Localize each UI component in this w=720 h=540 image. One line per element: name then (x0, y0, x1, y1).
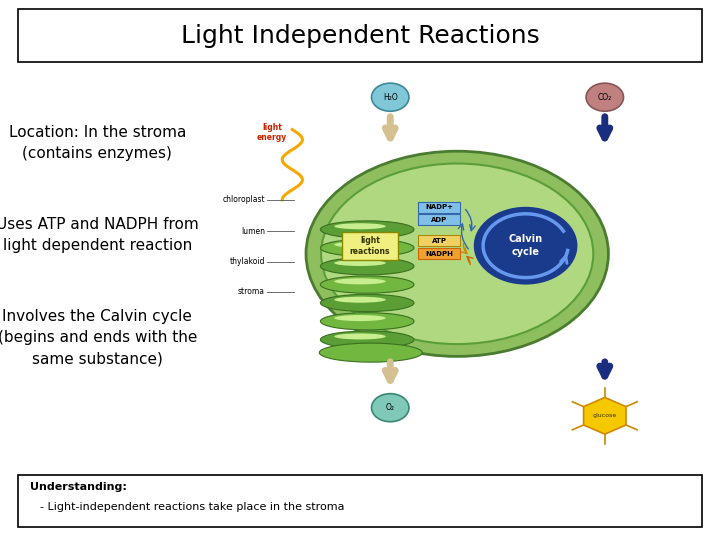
Ellipse shape (321, 164, 593, 344)
Ellipse shape (334, 296, 386, 303)
Text: Involves the Calvin cycle
(begins and ends with the
same substance): Involves the Calvin cycle (begins and en… (0, 309, 197, 366)
Ellipse shape (334, 315, 386, 321)
Ellipse shape (334, 260, 386, 266)
Text: Location: In the stroma
(contains enzymes): Location: In the stroma (contains enzyme… (9, 125, 186, 161)
Text: Understanding:: Understanding: (30, 482, 127, 492)
Text: lumen: lumen (241, 227, 265, 235)
FancyBboxPatch shape (342, 232, 398, 260)
FancyBboxPatch shape (18, 9, 702, 62)
Text: Calvin
cycle: Calvin cycle (508, 234, 543, 257)
Text: stroma: stroma (238, 287, 265, 296)
Text: CO₂: CO₂ (598, 93, 612, 102)
Ellipse shape (320, 294, 414, 312)
Text: NADPH: NADPH (426, 251, 453, 257)
Text: chloroplast: chloroplast (222, 195, 265, 204)
Text: - Light-independent reactions take place in the stroma: - Light-independent reactions take place… (40, 502, 344, 511)
FancyBboxPatch shape (18, 475, 702, 526)
FancyBboxPatch shape (418, 202, 460, 213)
Text: Light Independent Reactions: Light Independent Reactions (181, 24, 539, 48)
FancyBboxPatch shape (418, 248, 460, 259)
Ellipse shape (320, 331, 414, 348)
Ellipse shape (306, 151, 608, 356)
Ellipse shape (319, 343, 422, 362)
Text: ADP: ADP (431, 217, 447, 223)
Circle shape (372, 83, 409, 111)
Ellipse shape (320, 313, 414, 330)
Text: ATP: ATP (432, 238, 446, 244)
Text: Uses ATP and NADPH from
light dependent reaction: Uses ATP and NADPH from light dependent … (0, 217, 199, 253)
FancyBboxPatch shape (418, 235, 460, 246)
Ellipse shape (334, 278, 386, 285)
Ellipse shape (320, 276, 414, 293)
Text: NADP+: NADP+ (426, 204, 453, 211)
Ellipse shape (334, 241, 386, 248)
Text: light
reactions: light reactions (350, 236, 390, 256)
Ellipse shape (320, 221, 414, 238)
Circle shape (474, 207, 577, 285)
Ellipse shape (334, 333, 386, 340)
Ellipse shape (334, 223, 386, 230)
Text: O₂: O₂ (386, 403, 395, 412)
Circle shape (372, 394, 409, 422)
Text: glucose: glucose (593, 413, 617, 418)
Text: thylakoid: thylakoid (230, 258, 265, 266)
FancyBboxPatch shape (418, 214, 460, 225)
Text: H₂O: H₂O (383, 93, 397, 102)
Circle shape (586, 83, 624, 111)
Ellipse shape (320, 258, 414, 275)
Text: light
energy: light energy (257, 123, 287, 142)
Ellipse shape (320, 239, 414, 256)
